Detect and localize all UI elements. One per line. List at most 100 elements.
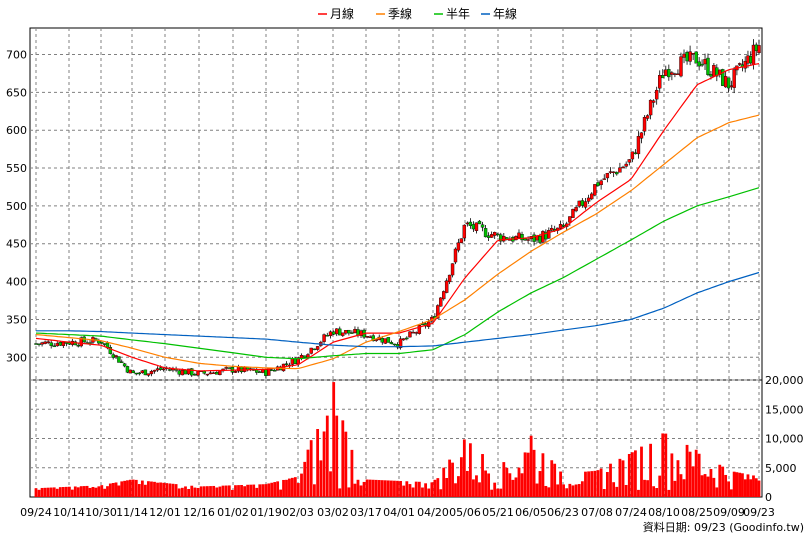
volume-bar: [634, 450, 637, 497]
volume-bar: [273, 482, 277, 497]
volume-bar: [143, 484, 147, 497]
candle: [284, 361, 289, 367]
volume-bar: [577, 484, 581, 497]
candle: [726, 77, 731, 93]
candle: [636, 131, 641, 159]
candle: [715, 64, 719, 82]
volume-bar: [249, 484, 253, 497]
candle: [615, 171, 619, 176]
ma-line-2: [35, 114, 760, 370]
date-tick-label: 11/14: [116, 506, 148, 519]
volume-bar: [73, 486, 77, 497]
volume-bar: [523, 452, 527, 497]
candle: [52, 343, 56, 348]
volume-bar: [481, 454, 484, 497]
volume-bar: [94, 487, 98, 497]
candle: [679, 52, 683, 78]
volume-bar: [724, 474, 728, 497]
volume-bar: [590, 471, 594, 497]
candle: [193, 372, 197, 376]
candle: [706, 53, 710, 77]
candle: [670, 71, 674, 81]
candle: [682, 49, 686, 64]
candle: [508, 236, 512, 241]
candle: [325, 332, 329, 337]
candle: [76, 343, 80, 348]
volume-bar: [117, 485, 121, 497]
candle: [514, 235, 518, 241]
candle: [496, 233, 500, 237]
volume-bar: [131, 479, 135, 497]
candle: [227, 367, 232, 369]
volume-bar: [240, 484, 243, 497]
volume-bar: [700, 475, 704, 497]
candle: [661, 69, 665, 79]
candle: [341, 332, 345, 337]
volume-bar: [405, 481, 409, 497]
candle: [312, 348, 317, 351]
volume-bar: [612, 482, 616, 497]
candle: [697, 57, 701, 71]
candle: [735, 65, 739, 76]
volume-bar: [108, 483, 112, 497]
candle: [627, 159, 631, 166]
candle: [211, 371, 216, 374]
candle: [673, 72, 677, 78]
volume-bar: [85, 485, 89, 497]
candle: [676, 69, 680, 75]
candle: [177, 369, 181, 377]
volume-bar: [168, 483, 172, 497]
candle: [368, 335, 372, 338]
volume-bar: [550, 460, 554, 497]
candle: [700, 59, 704, 67]
volume-bar: [187, 488, 191, 497]
volume-bar-series: [34, 382, 761, 497]
volume-bar: [465, 470, 469, 497]
candle: [444, 278, 449, 294]
candle: [55, 341, 59, 347]
volume-bar: [212, 485, 216, 497]
volume-bar: [338, 488, 342, 497]
date-tick-label: 10/30: [85, 506, 117, 519]
candle: [743, 56, 747, 73]
volume-bar: [393, 480, 396, 497]
date-tick-label: 07/24: [615, 506, 647, 519]
volume-bar: [386, 480, 390, 497]
volume-bar: [390, 480, 393, 497]
volume-bar: [754, 478, 758, 497]
volume-bar: [159, 482, 162, 497]
legend-item-3: 半年: [434, 7, 470, 21]
legend-item-4: 年線: [481, 6, 517, 21]
volume-bar: [319, 460, 323, 497]
volume-bar: [715, 487, 719, 497]
candle: [414, 331, 418, 336]
date-x-axis: 09/24 10/14 10/30 11/14 12/01 12/16 01/02 01/19…: [20, 506, 775, 519]
volume-bar: [727, 481, 730, 497]
price-tick-label: 650: [6, 86, 27, 99]
candle: [344, 330, 348, 335]
volume-bar: [70, 489, 74, 497]
volume-bar: [270, 482, 274, 497]
date-tick-label: 03/17: [350, 506, 382, 519]
volume-bar: [120, 481, 124, 497]
candle: [599, 179, 603, 190]
volume-bar: [300, 473, 303, 497]
volume-bar: [520, 473, 524, 497]
volume-bar: [332, 382, 336, 497]
volume-bar: [264, 484, 268, 497]
volume-bar: [377, 480, 381, 497]
volume-bar: [694, 449, 698, 497]
candle: [465, 221, 470, 227]
candle: [648, 99, 653, 120]
volume-bar: [356, 479, 360, 497]
volume-bar: [658, 475, 662, 497]
candle: [155, 366, 160, 372]
volume-bar: [502, 462, 506, 497]
candle: [401, 338, 406, 341]
volume-bar: [596, 470, 600, 497]
candle: [264, 368, 268, 379]
candle: [608, 167, 613, 175]
volume-bar: [103, 488, 107, 497]
volume-bar: [359, 485, 363, 497]
